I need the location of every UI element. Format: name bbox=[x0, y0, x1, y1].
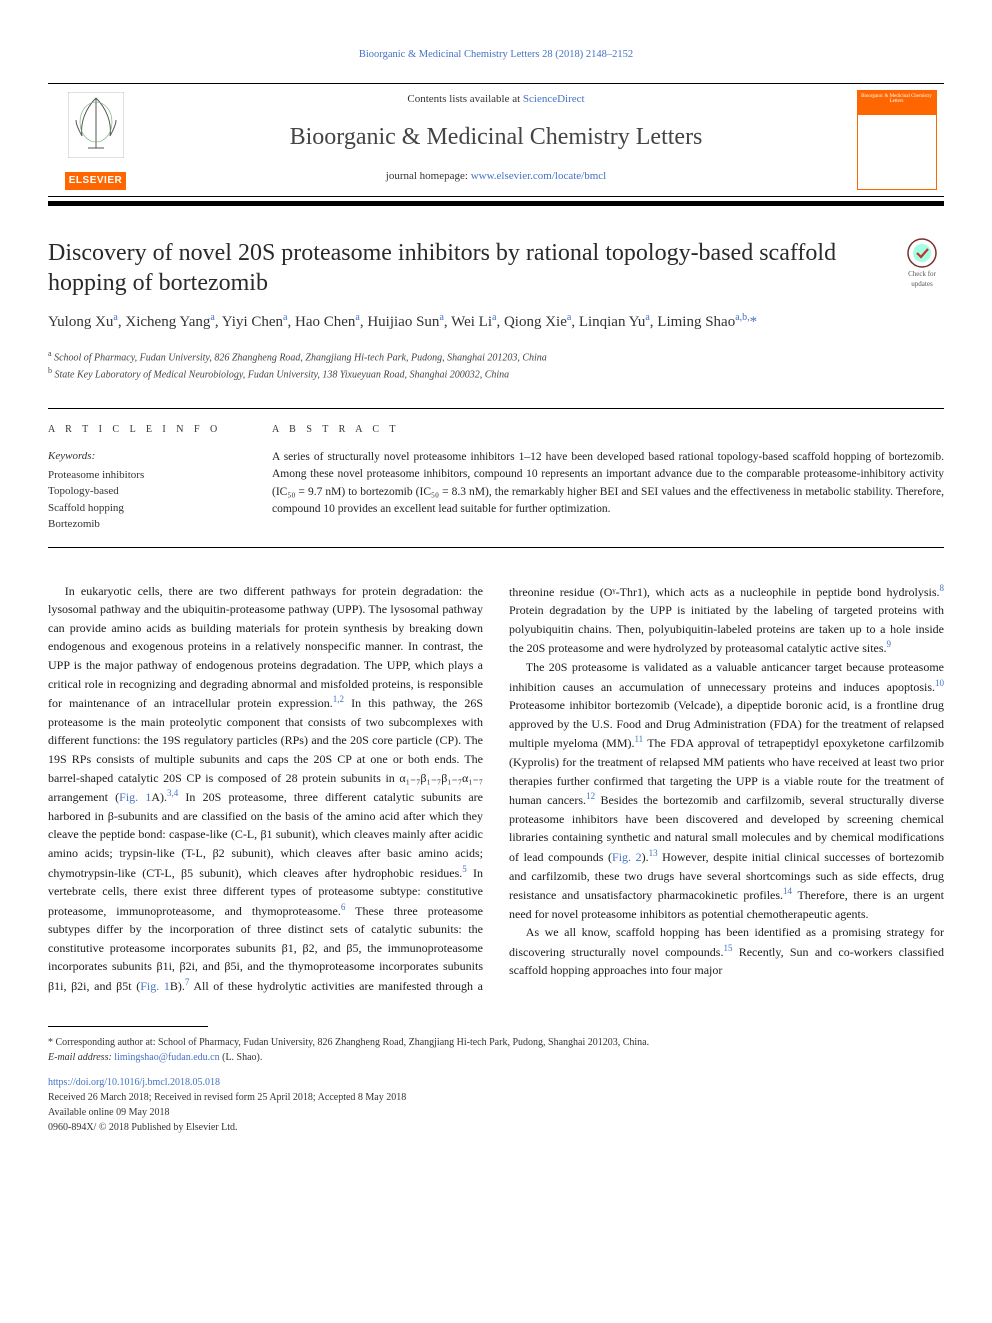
ref-link[interactable]: 11 bbox=[635, 736, 644, 750]
affiliation-b: b State Key Laboratory of Medical Neurob… bbox=[48, 365, 944, 382]
doi-link[interactable]: https://doi.org/10.1016/j.bmcl.2018.05.0… bbox=[48, 1077, 220, 1088]
footer-block: * Corresponding author at: School of Pha… bbox=[48, 1035, 944, 1135]
ref-link[interactable]: 6 bbox=[341, 904, 346, 918]
keyword: Bortezomib bbox=[48, 516, 244, 533]
corresponding-email-link[interactable]: limingshao@fudan.edu.cn bbox=[114, 1052, 219, 1063]
body-two-columns: In eukaryotic cells, there are two diffe… bbox=[48, 582, 944, 996]
cover-title: Bioorganic & Medicinal Chemistry Letters bbox=[858, 91, 936, 115]
body-paragraph: As we all know, scaffold hopping has bee… bbox=[509, 923, 944, 980]
running-header: Bioorganic & Medicinal Chemistry Letters… bbox=[48, 48, 944, 63]
ref-link[interactable]: 7 bbox=[185, 979, 190, 993]
journal-homepage-line: journal homepage: www.elsevier.com/locat… bbox=[153, 169, 839, 184]
abstract-head: A B S T R A C T bbox=[272, 423, 944, 437]
body-paragraph: The 20S proteasome is validated as a val… bbox=[509, 658, 944, 923]
ref-link[interactable]: 3,4 bbox=[167, 790, 178, 804]
contents-available-line: Contents lists available at ScienceDirec… bbox=[153, 92, 839, 107]
journal-homepage-link[interactable]: www.elsevier.com/locate/bmcl bbox=[471, 170, 607, 182]
figure-link[interactable]: Fig. 2 bbox=[612, 850, 642, 864]
ref-link[interactable]: 8 bbox=[940, 585, 945, 599]
affiliation-a-text: School of Pharmacy, Fudan University, 82… bbox=[54, 352, 547, 363]
homepage-prefix: journal homepage: bbox=[386, 170, 471, 182]
received-line: Received 26 March 2018; Received in revi… bbox=[48, 1090, 944, 1105]
keyword: Topology-based bbox=[48, 483, 244, 500]
figure-link[interactable]: Fig. 1 bbox=[119, 790, 151, 804]
elsevier-tree-icon bbox=[66, 90, 126, 160]
article-info-column: A R T I C L E I N F O Keywords: Proteaso… bbox=[48, 408, 258, 546]
elsevier-wordmark: ELSEVIER bbox=[65, 172, 126, 190]
sciencedirect-link[interactable]: ScienceDirect bbox=[523, 93, 585, 105]
email-label: E-mail address: bbox=[48, 1052, 114, 1063]
keywords-list: Proteasome inhibitors Topology-based Sca… bbox=[48, 467, 244, 533]
ref-link[interactable]: 14 bbox=[783, 888, 792, 902]
info-abstract-block: A R T I C L E I N F O Keywords: Proteaso… bbox=[48, 408, 944, 547]
ref-link[interactable]: 12 bbox=[586, 793, 595, 807]
keyword: Proteasome inhibitors bbox=[48, 467, 244, 484]
copyright-line: 0960-894X/ © 2018 Published by Elsevier … bbox=[48, 1120, 944, 1135]
ref-link[interactable]: 13 bbox=[649, 850, 658, 864]
journal-title: Bioorganic & Medicinal Chemistry Letters bbox=[153, 121, 839, 155]
check-updates-label: Check for updates bbox=[908, 270, 936, 288]
authors-list: Yulong Xua, Xicheng Yanga, Yiyi Chena, H… bbox=[48, 310, 944, 334]
affiliations: a School of Pharmacy, Fudan University, … bbox=[48, 348, 944, 383]
affiliation-b-text: State Key Laboratory of Medical Neurobio… bbox=[55, 369, 510, 380]
journal-cover-block: Bioorganic & Medicinal Chemistry Letters bbox=[849, 84, 944, 196]
crossmark-icon bbox=[907, 238, 937, 268]
abstract-column: A B S T R A C T A series of structurally… bbox=[258, 409, 944, 546]
footnote-rule bbox=[48, 1026, 208, 1027]
publisher-logo-block: ELSEVIER bbox=[48, 84, 143, 196]
figure-link[interactable]: Fig. 1 bbox=[140, 979, 170, 993]
journal-cover-thumb: Bioorganic & Medicinal Chemistry Letters bbox=[857, 90, 937, 190]
article-info-head: A R T I C L E I N F O bbox=[48, 423, 244, 437]
keywords-head: Keywords: bbox=[48, 449, 244, 464]
contents-prefix: Contents lists available at bbox=[407, 93, 522, 105]
ref-link[interactable]: 9 bbox=[887, 641, 892, 655]
ref-link[interactable]: 1,2 bbox=[333, 696, 344, 710]
keyword: Scaffold hopping bbox=[48, 500, 244, 517]
check-for-updates-badge[interactable]: Check for updates bbox=[900, 238, 944, 290]
journal-masthead: ELSEVIER Contents lists available at Sci… bbox=[48, 83, 944, 197]
affiliation-a: a School of Pharmacy, Fudan University, … bbox=[48, 348, 944, 365]
email-suffix: (L. Shao). bbox=[220, 1052, 263, 1063]
corresponding-note: * Corresponding author at: School of Pha… bbox=[48, 1035, 944, 1050]
abstract-text: A series of structurally novel proteasom… bbox=[272, 449, 944, 518]
running-header-link[interactable]: Bioorganic & Medicinal Chemistry Letters… bbox=[359, 49, 633, 60]
available-online-line: Available online 09 May 2018 bbox=[48, 1105, 944, 1120]
email-line: E-mail address: limingshao@fudan.edu.cn … bbox=[48, 1050, 944, 1065]
masthead-thick-rule bbox=[48, 201, 944, 206]
ref-link[interactable]: 5 bbox=[462, 866, 467, 880]
article-title: Discovery of novel 20S proteasome inhibi… bbox=[48, 238, 884, 298]
ref-link[interactable]: 10 bbox=[935, 680, 944, 694]
ref-link[interactable]: 15 bbox=[723, 945, 732, 959]
